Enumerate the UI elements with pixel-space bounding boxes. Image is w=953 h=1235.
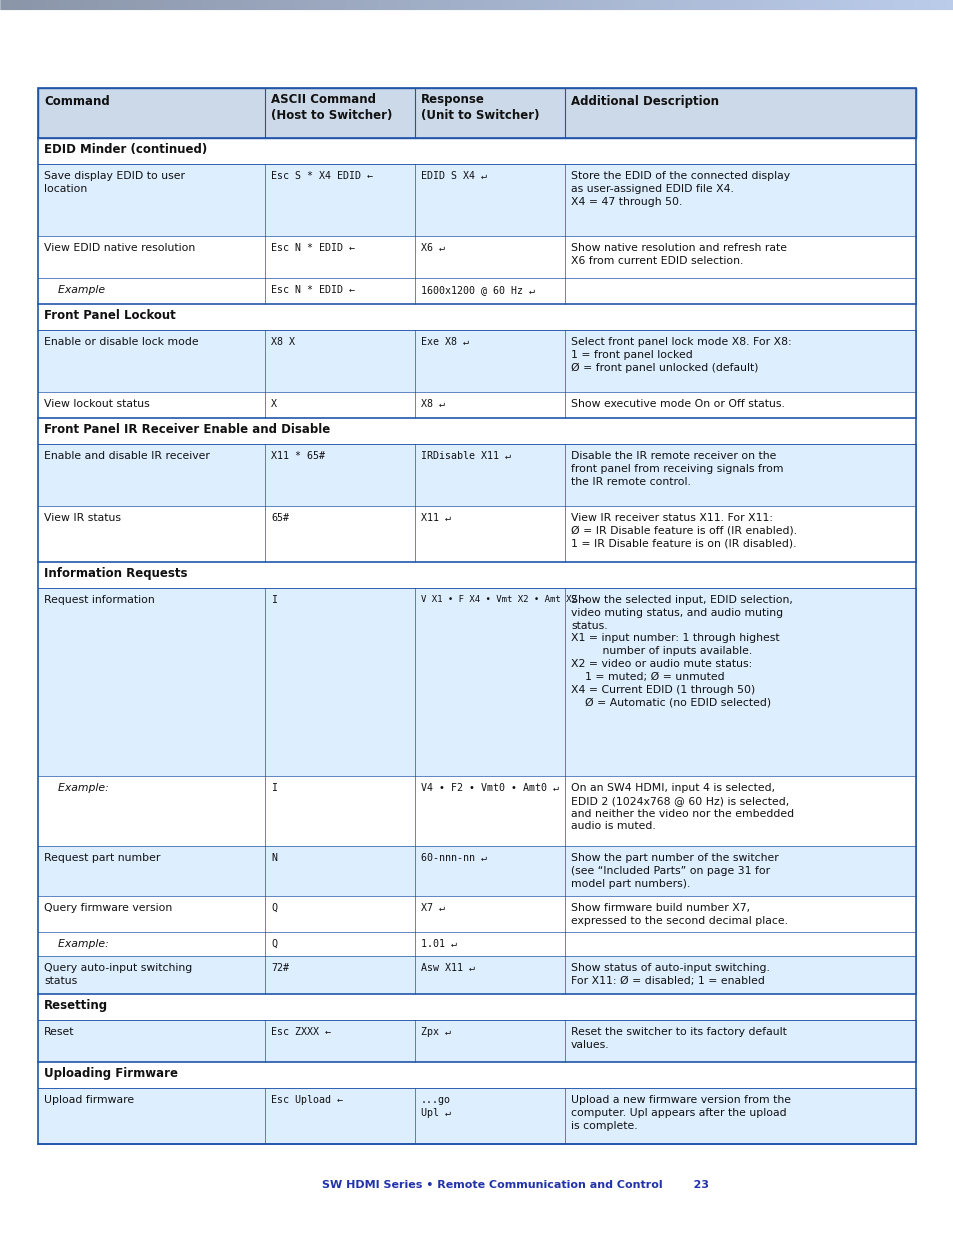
Text: 1600x1200 @ 60 Hz ↵: 1600x1200 @ 60 Hz ↵ (420, 285, 535, 295)
Text: X11 * 65#: X11 * 65# (271, 451, 325, 461)
Text: Esc S * X4 EDID ←: Esc S * X4 EDID ← (271, 170, 373, 182)
Bar (38, 304, 915, 330)
Text: Reset the switcher to its factory default
values.: Reset the switcher to its factory defaul… (571, 1028, 786, 1050)
Text: Esc ZXXX ←: Esc ZXXX ← (271, 1028, 331, 1037)
Text: 65#: 65# (271, 513, 289, 522)
Text: ASCII Command
(Host to Switcher): ASCII Command (Host to Switcher) (271, 93, 392, 122)
Text: Example:: Example: (44, 783, 109, 793)
Text: Example:: Example: (44, 939, 109, 948)
Text: Esc Upload ←: Esc Upload ← (271, 1095, 343, 1105)
Bar (38, 278, 915, 304)
Text: Show native resolution and refresh rate
X6 from current EDID selection.: Show native resolution and refresh rate … (571, 243, 786, 266)
Text: Information Requests: Information Requests (44, 567, 188, 580)
Text: Show firmware build number X7,
expressed to the second decimal place.: Show firmware build number X7, expressed… (571, 903, 787, 926)
Text: I: I (271, 783, 276, 793)
Text: X7 ↵: X7 ↵ (420, 903, 444, 913)
Bar (38, 1020, 915, 1062)
Text: On an SW4 HDMI, input 4 is selected,
EDID 2 (1024x768 @ 60 Hz) is selected,
and : On an SW4 HDMI, input 4 is selected, EDI… (571, 783, 793, 831)
Text: Front Panel Lockout: Front Panel Lockout (44, 309, 175, 322)
Text: V X1 • F X4 • Vmt X2 • Amt X2 ↵: V X1 • F X4 • Vmt X2 • Amt X2 ↵ (420, 595, 587, 604)
Text: EDID Minder (continued): EDID Minder (continued) (44, 143, 207, 156)
Text: Command: Command (44, 95, 110, 107)
Text: Esc N * EDID ←: Esc N * EDID ← (271, 285, 355, 295)
Text: Enable or disable lock mode: Enable or disable lock mode (44, 337, 198, 347)
Bar (38, 776, 915, 846)
Text: Enable and disable IR receiver: Enable and disable IR receiver (44, 451, 210, 461)
Text: View EDID native resolution: View EDID native resolution (44, 243, 195, 253)
Text: View IR status: View IR status (44, 513, 121, 522)
Text: Upload firmware: Upload firmware (44, 1095, 134, 1105)
Bar (38, 506, 915, 562)
Bar (38, 994, 915, 1020)
Text: Example: Example (44, 285, 105, 295)
Text: Show the part number of the switcher
(see “Included Parts” on page 31 for
model : Show the part number of the switcher (se… (571, 853, 778, 889)
Text: Asw X11 ↵: Asw X11 ↵ (420, 963, 475, 973)
Bar (38, 562, 915, 588)
Bar (38, 236, 915, 278)
Bar (38, 932, 915, 956)
Text: Front Panel IR Receiver Enable and Disable: Front Panel IR Receiver Enable and Disab… (44, 424, 330, 436)
Text: 60-nnn-nn ↵: 60-nnn-nn ↵ (420, 853, 486, 863)
Text: Reset: Reset (44, 1028, 74, 1037)
Bar (38, 88, 915, 138)
Text: Zpx ↵: Zpx ↵ (420, 1028, 451, 1037)
Text: X11 ↵: X11 ↵ (420, 513, 451, 522)
Text: Query auto-input switching
status: Query auto-input switching status (44, 963, 193, 986)
Text: Select front panel lock mode X8. For X8:
1 = front panel locked
Ø = front panel : Select front panel lock mode X8. For X8:… (571, 337, 791, 373)
Text: Query firmware version: Query firmware version (44, 903, 172, 913)
Text: View IR receiver status X11. For X11:
Ø = IR Disable feature is off (IR enabled): View IR receiver status X11. For X11: Ø … (571, 513, 797, 548)
Text: Request part number: Request part number (44, 853, 160, 863)
Text: Request information: Request information (44, 595, 154, 605)
Bar (38, 956, 915, 994)
Bar (38, 88, 915, 1144)
Text: Show the selected input, EDID selection,
video muting status, and audio muting
s: Show the selected input, EDID selection,… (571, 595, 792, 708)
Text: I: I (271, 595, 276, 605)
Bar (38, 391, 915, 417)
Text: Save display EDID to user
location: Save display EDID to user location (44, 170, 185, 194)
Bar (38, 445, 915, 506)
Text: 1.01 ↵: 1.01 ↵ (420, 939, 456, 948)
Text: 72#: 72# (271, 963, 289, 973)
Bar (38, 138, 915, 164)
Text: Uploading Firmware: Uploading Firmware (44, 1067, 178, 1079)
Text: Esc N * EDID ←: Esc N * EDID ← (271, 243, 355, 253)
Text: Q: Q (271, 939, 276, 948)
Text: Resetting: Resetting (44, 999, 108, 1011)
Text: Store the EDID of the connected display
as user-assigned EDID file X4.
X4 = 47 t: Store the EDID of the connected display … (571, 170, 789, 206)
Bar (38, 846, 915, 897)
Text: X8 ↵: X8 ↵ (420, 399, 444, 409)
Bar (38, 897, 915, 932)
Bar (38, 164, 915, 236)
Text: Exe X8 ↵: Exe X8 ↵ (420, 337, 469, 347)
Text: X8 X: X8 X (271, 337, 294, 347)
Text: Q: Q (271, 903, 276, 913)
Text: Show executive mode On or Off status.: Show executive mode On or Off status. (571, 399, 784, 409)
Text: N: N (271, 853, 276, 863)
Text: SW HDMI Series • Remote Communication and Control        23: SW HDMI Series • Remote Communication an… (321, 1179, 708, 1191)
Text: X: X (271, 399, 276, 409)
Text: Show status of auto-input switching.
For X11: Ø = disabled; 1 = enabled: Show status of auto-input switching. For… (571, 963, 769, 986)
Bar (38, 1062, 915, 1088)
Text: IRDisable X11 ↵: IRDisable X11 ↵ (420, 451, 511, 461)
Text: V4 • F2 • Vmt0 • Amt0 ↵: V4 • F2 • Vmt0 • Amt0 ↵ (420, 783, 558, 793)
Text: EDID S X4 ↵: EDID S X4 ↵ (420, 170, 486, 182)
Bar (38, 1088, 915, 1144)
Bar (38, 588, 915, 776)
Text: ...go
Upl ↵: ...go Upl ↵ (420, 1095, 451, 1118)
Bar (38, 417, 915, 445)
Bar (38, 330, 915, 391)
Text: View lockout status: View lockout status (44, 399, 150, 409)
Text: X6 ↵: X6 ↵ (420, 243, 444, 253)
Text: Additional Description: Additional Description (571, 95, 719, 107)
Text: Upload a new firmware version from the
computer. Upl appears after the upload
is: Upload a new firmware version from the c… (571, 1095, 790, 1130)
Text: Disable the IR remote receiver on the
front panel from receiving signals from
th: Disable the IR remote receiver on the fr… (571, 451, 782, 487)
Text: Response
(Unit to Switcher): Response (Unit to Switcher) (420, 93, 539, 122)
